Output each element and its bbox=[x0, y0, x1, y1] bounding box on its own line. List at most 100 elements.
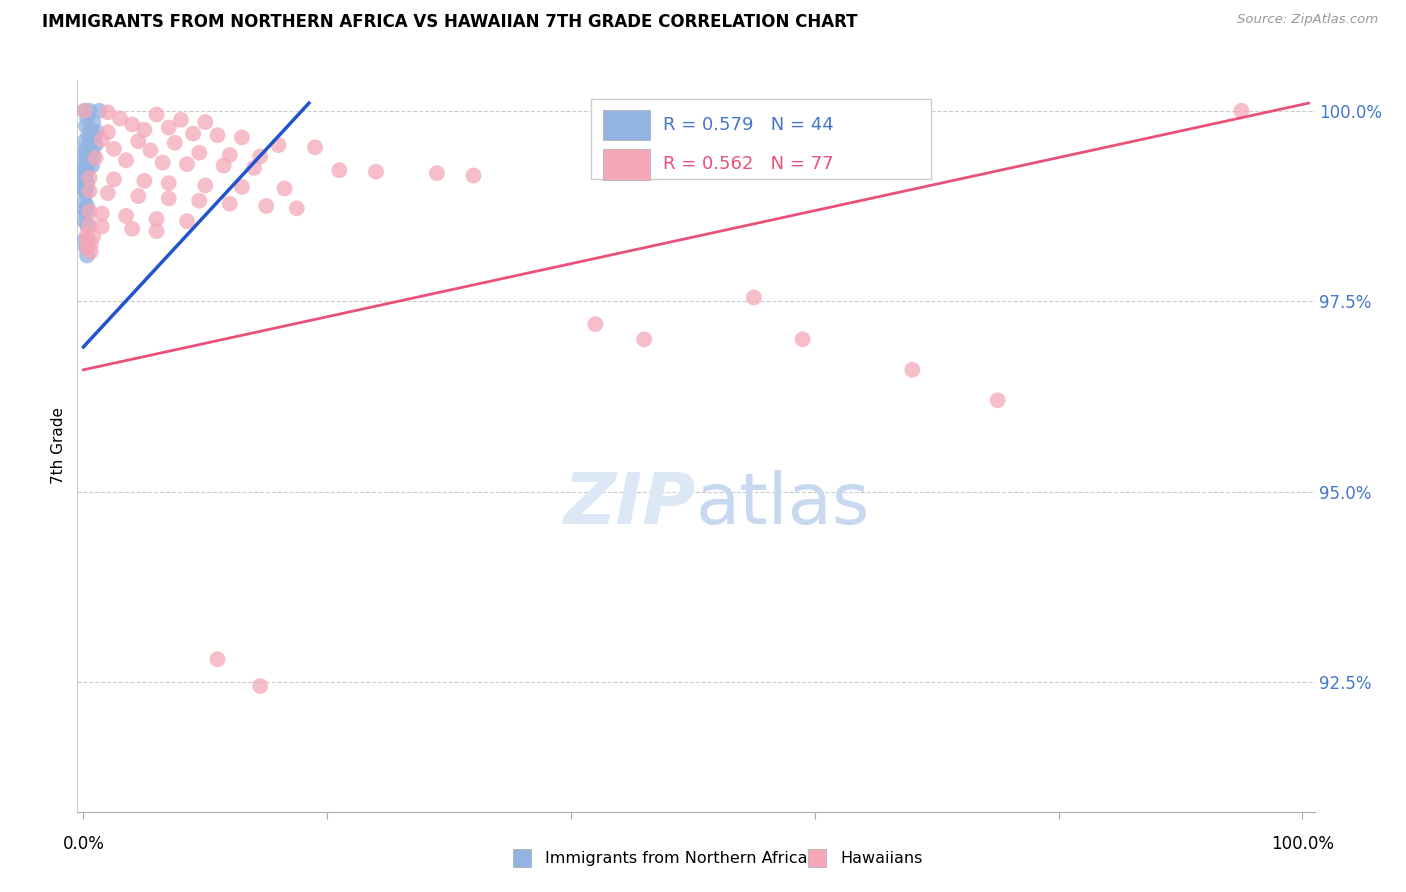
Point bbox=[115, 153, 138, 168]
Point bbox=[73, 165, 96, 179]
Y-axis label: 7th Grade: 7th Grade bbox=[51, 408, 66, 484]
Point bbox=[218, 196, 240, 211]
Point bbox=[83, 130, 105, 145]
FancyBboxPatch shape bbox=[603, 110, 650, 140]
Point bbox=[75, 181, 97, 195]
Point bbox=[76, 163, 98, 178]
Point bbox=[583, 317, 606, 331]
Point bbox=[207, 128, 229, 142]
Point bbox=[75, 166, 97, 180]
Point bbox=[231, 180, 253, 194]
Point bbox=[121, 118, 143, 132]
Point bbox=[82, 229, 104, 244]
Point bbox=[73, 169, 96, 183]
Point bbox=[152, 155, 174, 169]
Text: 0.0%: 0.0% bbox=[62, 835, 104, 853]
Point bbox=[231, 130, 253, 145]
Point bbox=[75, 119, 97, 133]
Point bbox=[76, 157, 98, 171]
Point bbox=[76, 112, 98, 126]
Point bbox=[73, 134, 96, 148]
Point bbox=[249, 149, 271, 163]
Point bbox=[80, 123, 103, 137]
Point bbox=[145, 107, 167, 121]
Point bbox=[267, 138, 290, 153]
Point bbox=[145, 224, 167, 238]
Point bbox=[80, 237, 103, 252]
Point bbox=[170, 112, 193, 127]
Point bbox=[249, 679, 271, 693]
Point bbox=[90, 133, 112, 147]
Point bbox=[207, 652, 229, 666]
Point bbox=[212, 159, 235, 173]
Point bbox=[188, 145, 211, 160]
Point bbox=[273, 181, 295, 195]
Point bbox=[97, 186, 120, 200]
Point bbox=[75, 142, 97, 156]
Point bbox=[218, 148, 240, 162]
Point bbox=[139, 144, 162, 158]
Point bbox=[285, 202, 308, 216]
Point bbox=[76, 227, 98, 242]
Point bbox=[79, 204, 101, 219]
Point bbox=[75, 206, 97, 220]
Point bbox=[75, 241, 97, 255]
Point bbox=[73, 103, 96, 118]
Point bbox=[463, 169, 485, 183]
Point bbox=[79, 103, 101, 118]
Point bbox=[127, 134, 149, 148]
Point bbox=[97, 105, 120, 120]
Point bbox=[426, 166, 449, 180]
Point bbox=[79, 136, 101, 150]
Point bbox=[73, 174, 96, 188]
Text: atlas: atlas bbox=[696, 470, 870, 539]
Point bbox=[163, 136, 186, 150]
Point bbox=[243, 161, 266, 175]
Point bbox=[73, 214, 96, 228]
Point bbox=[82, 115, 104, 129]
Point bbox=[176, 214, 198, 228]
Point bbox=[76, 233, 98, 247]
Point bbox=[157, 120, 180, 135]
Point bbox=[792, 332, 814, 346]
Point bbox=[134, 123, 156, 137]
Point bbox=[901, 363, 924, 377]
Text: 100.0%: 100.0% bbox=[1271, 835, 1334, 853]
Point bbox=[73, 184, 96, 198]
Point bbox=[77, 148, 100, 162]
Point bbox=[157, 176, 180, 190]
Point bbox=[97, 125, 120, 139]
Point bbox=[181, 127, 204, 141]
Point bbox=[742, 290, 765, 304]
Point bbox=[90, 219, 112, 234]
Point bbox=[304, 140, 326, 154]
Point bbox=[76, 248, 98, 262]
Point bbox=[73, 145, 96, 160]
Point bbox=[73, 161, 96, 175]
Point bbox=[364, 165, 387, 179]
Point bbox=[80, 244, 103, 259]
Point bbox=[194, 178, 217, 193]
Text: Hawaiians: Hawaiians bbox=[841, 851, 922, 865]
Point bbox=[103, 172, 125, 186]
Point bbox=[108, 112, 131, 126]
Text: Source: ZipAtlas.com: Source: ZipAtlas.com bbox=[1237, 13, 1378, 27]
Point bbox=[82, 149, 104, 163]
Point bbox=[145, 211, 167, 226]
Point bbox=[89, 103, 111, 118]
Point bbox=[80, 159, 103, 173]
Point bbox=[1230, 103, 1253, 118]
Point bbox=[73, 180, 96, 194]
Point bbox=[103, 142, 125, 156]
Point bbox=[157, 191, 180, 205]
Point bbox=[115, 209, 138, 223]
Point bbox=[86, 125, 108, 139]
Point bbox=[73, 233, 96, 247]
Point bbox=[76, 199, 98, 213]
FancyBboxPatch shape bbox=[603, 149, 650, 180]
Text: IMMIGRANTS FROM NORTHERN AFRICA VS HAWAIIAN 7TH GRADE CORRELATION CHART: IMMIGRANTS FROM NORTHERN AFRICA VS HAWAI… bbox=[42, 13, 858, 31]
Point bbox=[75, 151, 97, 165]
Point bbox=[84, 151, 107, 165]
Point bbox=[254, 199, 277, 213]
Point bbox=[79, 184, 101, 198]
